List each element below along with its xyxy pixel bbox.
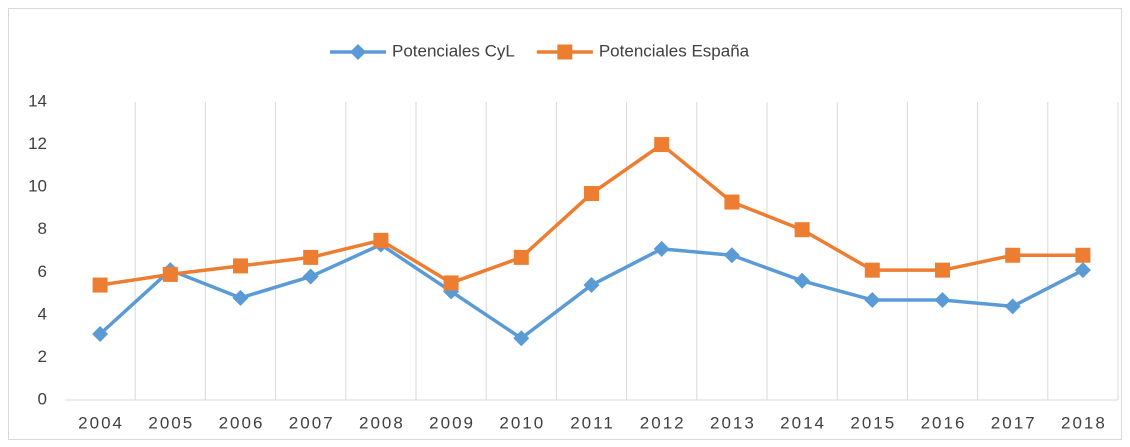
marker: [350, 44, 366, 60]
marker: [513, 330, 530, 347]
marker: [584, 186, 599, 202]
x-tick-label: 2012: [640, 413, 686, 432]
marker: [864, 291, 881, 308]
x-tick-label: 2014: [780, 413, 826, 432]
x-tick-label: 2013: [710, 413, 756, 432]
x-tick-label: 2018: [1061, 413, 1107, 432]
marker: [232, 289, 249, 306]
x-tick-label: 2016: [921, 413, 967, 432]
y-tick-label: 0: [38, 389, 47, 408]
x-tick-label: 2011: [570, 413, 615, 432]
x-tick-label: 2004: [78, 413, 124, 432]
marker: [302, 268, 319, 285]
marker: [1074, 262, 1091, 279]
marker: [303, 249, 319, 265]
x-tick-label: 2005: [148, 413, 194, 432]
x-tick-label: 2006: [219, 413, 265, 432]
marker: [654, 137, 670, 153]
x-tick-label: 2007: [289, 413, 335, 432]
y-tick-label: 6: [38, 262, 47, 281]
marker: [723, 247, 740, 264]
y-tick-label: 10: [28, 177, 47, 196]
marker: [162, 266, 178, 282]
marker: [934, 291, 951, 308]
marker: [92, 277, 108, 293]
marker: [724, 194, 740, 210]
marker: [1005, 247, 1021, 263]
marker: [1004, 298, 1021, 315]
marker: [583, 277, 600, 294]
marker: [233, 258, 248, 274]
y-tick-label: 4: [38, 304, 47, 323]
marker: [794, 222, 810, 238]
x-tick-label: 2017: [991, 413, 1037, 432]
y-tick-label: 14: [28, 91, 47, 110]
legend-label: Potenciales CyL: [392, 41, 515, 60]
marker: [794, 272, 811, 289]
marker: [557, 44, 573, 60]
marker: [653, 240, 670, 257]
marker: [373, 232, 389, 248]
y-tick-label: 2: [38, 347, 47, 366]
marker: [1075, 247, 1091, 263]
marker: [92, 326, 109, 343]
marker: [513, 249, 529, 265]
marker: [864, 262, 880, 278]
chart-border: [8, 8, 1122, 440]
x-tick-label: 2009: [429, 413, 475, 432]
y-tick-label: 8: [38, 219, 47, 238]
marker: [935, 262, 950, 278]
x-tick-label: 2008: [359, 413, 405, 432]
x-tick-label: 2010: [499, 413, 545, 432]
x-tick-label: 2015: [850, 413, 896, 432]
legend-label: Potenciales España: [599, 41, 750, 60]
marker: [443, 275, 459, 291]
y-tick-label: 12: [28, 134, 47, 153]
